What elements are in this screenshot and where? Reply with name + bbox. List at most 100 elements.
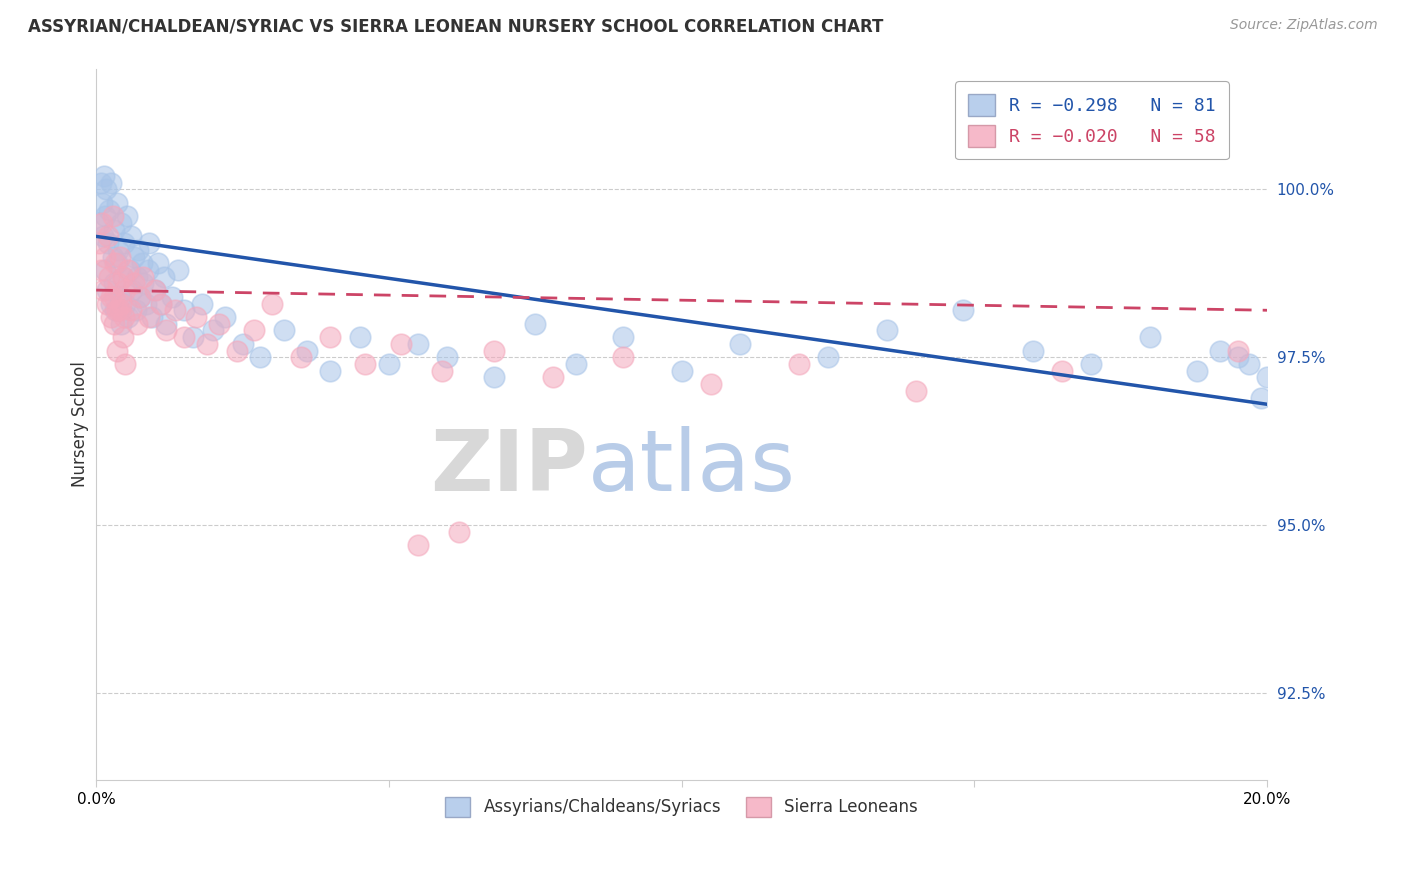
Point [107,277,129,291]
Point [94,250,117,264]
Point [202,323,225,337]
Point [155,317,177,331]
Point [96,283,118,297]
Point [1239,357,1261,371]
Point [105,343,128,358]
Point [94,182,117,196]
Point [132,277,155,291]
Point [105,256,128,270]
Point [138,310,160,324]
Point [135,296,157,310]
Point [96,296,118,310]
Point [700,377,723,392]
Point [406,538,429,552]
Point [122,277,145,291]
Point [87,216,110,230]
Point [110,216,132,230]
Point [91,229,114,244]
Point [117,310,139,324]
Point [114,283,136,297]
Point [120,229,142,244]
Point [87,236,110,251]
Point [1226,351,1249,365]
Point [1250,391,1272,405]
Point [125,303,148,318]
Point [100,176,122,190]
Point [319,364,342,378]
Point [1256,370,1278,384]
Point [100,290,122,304]
Point [817,351,839,365]
Point [565,357,588,371]
Point [94,263,117,277]
Point [143,283,166,297]
Text: ASSYRIAN/CHALDEAN/SYRIAC VS SIERRA LEONEAN NURSERY SCHOOL CORRELATION CHART: ASSYRIAN/CHALDEAN/SYRIAC VS SIERRA LEONE… [28,18,883,36]
Point [1226,343,1249,358]
Point [112,236,135,251]
Point [127,243,149,257]
Point [243,323,266,337]
Point [97,236,120,251]
Point [141,310,163,324]
Point [225,343,247,358]
Point [612,351,634,365]
Point [1022,343,1045,358]
Point [430,364,453,378]
Point [319,330,342,344]
Point [728,336,751,351]
Point [121,283,143,297]
Point [112,310,135,324]
Point [91,216,114,230]
Point [111,269,134,284]
Point [94,209,117,223]
Point [181,330,204,344]
Legend: Assyrians/Chaldeans/Syriacs, Sierra Leoneans: Assyrians/Chaldeans/Syriacs, Sierra Leon… [437,789,927,825]
Text: ZIP: ZIP [430,425,588,508]
Point [149,296,172,310]
Point [436,351,458,365]
Point [249,351,271,365]
Point [103,277,125,291]
Y-axis label: Nursery School: Nursery School [72,361,89,487]
Point [1185,364,1208,378]
Point [91,283,114,297]
Point [904,384,927,398]
Point [110,317,132,331]
Point [876,323,898,337]
Point [671,364,693,378]
Point [1209,343,1232,358]
Point [107,243,129,257]
Point [122,250,145,264]
Point [93,169,115,183]
Point [152,269,174,284]
Point [1080,357,1102,371]
Point [90,176,112,190]
Point [101,209,124,223]
Point [541,370,564,384]
Point [127,269,149,284]
Point [101,250,124,264]
Point [162,290,184,304]
Point [146,256,169,270]
Point [108,290,131,304]
Point [1139,330,1161,344]
Point [484,370,506,384]
Point [98,202,121,217]
Text: Source: ZipAtlas.com: Source: ZipAtlas.com [1230,18,1378,32]
Point [524,317,547,331]
Point [132,269,155,284]
Point [354,357,377,371]
Point [273,323,295,337]
Point [290,351,312,365]
Point [190,296,212,310]
Point [120,263,142,277]
Point [173,303,195,318]
Point [149,296,172,310]
Point [232,336,254,351]
Point [90,263,112,277]
Point [103,317,125,331]
Point [110,296,132,310]
Point [406,336,429,351]
Point [165,303,187,318]
Point [484,343,506,358]
